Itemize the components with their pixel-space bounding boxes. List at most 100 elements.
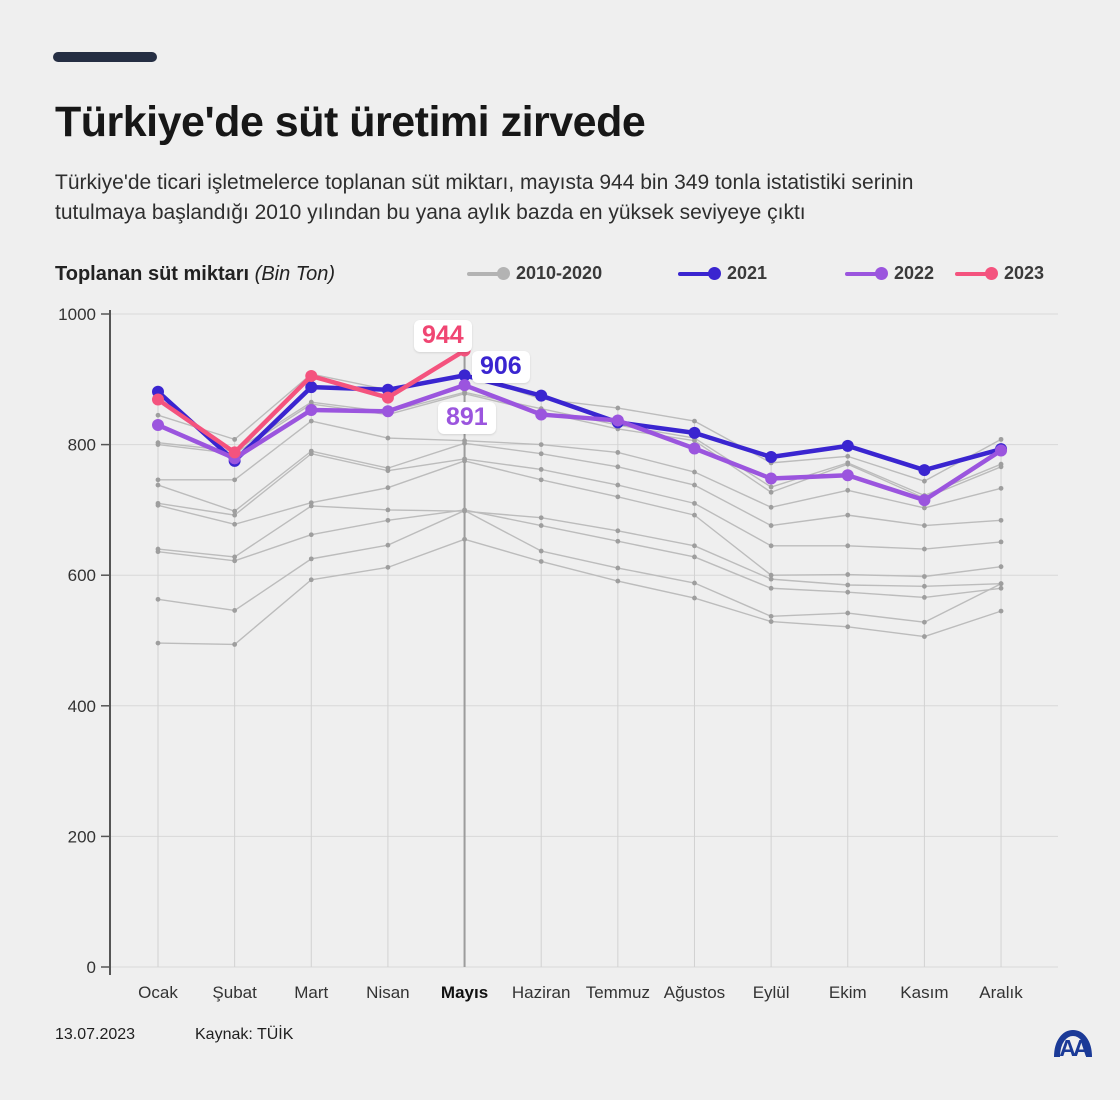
data-point-2012 [692, 554, 697, 560]
data-point-2015 [998, 539, 1004, 545]
data-point-2016 [922, 523, 927, 528]
data-point-2014 [998, 564, 1004, 570]
data-point-2016 [692, 482, 697, 488]
data-point-2021 [918, 464, 931, 477]
data-point-2022 [535, 408, 548, 421]
data-point-2012 [232, 558, 238, 564]
data-point-2020 [232, 436, 238, 442]
annotation-906: 906 [472, 351, 530, 383]
data-point-2011 [308, 556, 314, 562]
data-point-2019 [155, 440, 161, 446]
x-tick-label-Haziran: Haziran [512, 983, 571, 1002]
x-tick-label-Nisan: Nisan [366, 983, 409, 1002]
y-tick-label: 0 [87, 958, 96, 977]
data-point-2015 [768, 543, 774, 549]
data-point-2011 [768, 613, 774, 619]
data-point-2020 [845, 453, 851, 459]
legend-label: 2010-2020 [516, 263, 603, 283]
y-tick-label: 200 [68, 827, 96, 846]
data-point-2012 [768, 585, 774, 591]
data-point-2012 [385, 517, 391, 523]
data-point-2023 [381, 391, 394, 404]
data-point-2015 [232, 512, 238, 518]
legend-title: Toplanan süt miktarı (Bin Ton) [55, 263, 335, 286]
data-point-2012 [308, 532, 314, 538]
data-point-2020 [998, 436, 1004, 442]
data-point-2015 [155, 500, 161, 506]
data-point-2019 [462, 389, 467, 395]
data-point-2015 [615, 482, 621, 488]
data-point-2013 [615, 528, 621, 534]
data-point-2023 [152, 393, 164, 406]
data-point-2010 [308, 577, 314, 583]
data-point-2019 [998, 461, 1004, 467]
data-point-2017 [462, 438, 467, 444]
data-point-2021 [535, 389, 548, 402]
x-tick-label-Ekim: Ekim [829, 983, 867, 1002]
data-point-2017 [692, 469, 697, 475]
accent-bar [53, 52, 157, 62]
data-point-2011 [692, 580, 697, 586]
data-point-2010 [998, 608, 1004, 614]
y-tick-label: 800 [68, 436, 96, 455]
data-point-2022 [918, 494, 931, 507]
data-point-2017 [615, 450, 621, 455]
series-line-2015 [157, 453, 1002, 550]
data-source: Kaynak: TÜİK [195, 1026, 294, 1043]
data-point-2022 [458, 379, 471, 392]
data-point-2022 [381, 405, 394, 418]
data-point-2012 [922, 595, 927, 600]
data-point-2013 [998, 581, 1004, 587]
data-point-2014 [308, 500, 314, 506]
data-point-2023 [305, 370, 318, 383]
data-point-2010 [155, 640, 161, 646]
data-point-2021 [305, 381, 318, 394]
data-point-2010 [692, 595, 697, 601]
annotation-891: 891 [438, 402, 496, 434]
data-point-2012 [845, 589, 851, 595]
data-point-2022 [995, 444, 1008, 457]
data-point-2016 [845, 512, 851, 518]
data-point-2022 [152, 419, 164, 432]
legend-item-2021: 2021 [678, 263, 767, 284]
legend-swatch-2022 [845, 267, 888, 280]
series-line-2016 [157, 442, 1002, 527]
data-point-2016 [615, 464, 621, 470]
legend-label: 2022 [894, 263, 935, 283]
series-line-2018 [157, 392, 1002, 499]
series-line-2012 [157, 509, 1002, 599]
x-tick-label-Ocak: Ocak [138, 983, 178, 1002]
data-point-2013 [232, 554, 238, 560]
x-tick-label-Temmuz: Temmuz [586, 983, 650, 1002]
x-tick-label-Eylül: Eylül [753, 983, 790, 1002]
series-line-2011 [157, 509, 1002, 623]
x-tick-label-Şubat: Şubat [212, 983, 257, 1002]
legend-swatch-2021 [678, 267, 721, 280]
data-point-2017 [845, 487, 851, 493]
data-point-2011 [845, 610, 851, 616]
data-point-2021 [688, 426, 701, 439]
data-point-2017 [385, 435, 391, 441]
data-point-2011 [232, 608, 238, 613]
data-point-2021 [841, 439, 854, 452]
data-point-2013 [692, 543, 697, 549]
data-point-2015 [538, 467, 544, 472]
page-subtitle: Türkiye'de ticari işletmelerce toplanan … [55, 171, 914, 224]
data-point-2021 [765, 451, 778, 464]
y-tick-label: 600 [68, 566, 96, 585]
data-point-2020 [615, 405, 621, 411]
legend-item-2010-2020: 2010-2020 [467, 263, 602, 284]
data-point-2020 [692, 418, 697, 424]
data-point-2015 [462, 456, 467, 462]
data-point-2022 [841, 469, 854, 482]
legend-title-text: Toplanan süt miktarı [55, 263, 250, 285]
data-point-2012 [615, 538, 621, 544]
data-point-2014 [615, 494, 621, 500]
data-point-2015 [692, 500, 697, 506]
data-point-2017 [922, 505, 927, 511]
data-point-2015 [845, 543, 851, 549]
milk-production-line-chart: 0 200 400 600 800 1000 Ocak Şubat Mart Nisan Mayıs… [58, 305, 1058, 1002]
data-point-2017 [308, 418, 314, 424]
data-point-2011 [922, 619, 927, 625]
data-point-2020 [922, 478, 927, 484]
